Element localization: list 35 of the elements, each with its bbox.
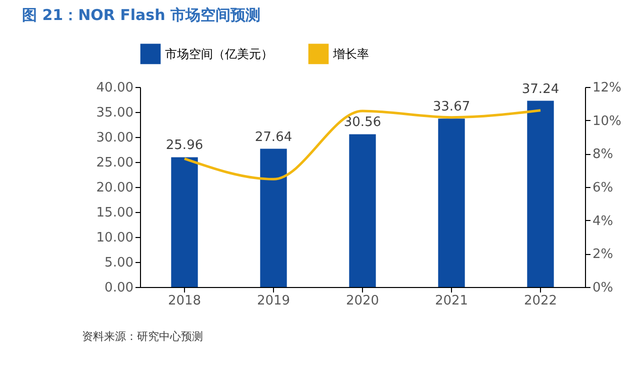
y2-tick-label: 0% <box>592 280 614 296</box>
y2-tick-label: 8% <box>592 147 614 162</box>
y-tick-label: 20.00 <box>96 180 134 196</box>
data-label: 27.64 <box>254 130 292 145</box>
y2-tick-label: 10% <box>592 114 622 129</box>
y-tick-label: 10.00 <box>96 230 134 246</box>
y-tick-label: 25.00 <box>96 156 134 170</box>
y2-tick-label: 4% <box>592 214 614 229</box>
y-tick-label: 35.00 <box>96 106 134 120</box>
text: 资料来源：研究中心预测 <box>82 330 203 343</box>
bar <box>260 148 287 287</box>
y2-tick-label: 2% <box>592 247 614 262</box>
data-label: 30.56 <box>344 115 382 130</box>
y-tick-label: 30.00 <box>96 130 134 146</box>
legend-label: 市场空间（亿美元） <box>165 46 273 61</box>
bar <box>438 118 465 287</box>
x-tick-label: 2021 <box>434 294 468 308</box>
y-tick-label: 0.00 <box>104 280 134 296</box>
bar <box>171 157 198 287</box>
y-tick-label: 5.00 <box>104 256 134 270</box>
bar <box>527 100 554 287</box>
y2-tick-label: 12% <box>592 80 622 96</box>
x-tick-label: 2018 <box>168 294 202 308</box>
chart-title: 图 21：NOR Flash 市场空间预测 <box>22 6 261 24</box>
data-label: 37.24 <box>522 82 560 97</box>
y-tick-label: 40.00 <box>96 80 134 96</box>
data-label: 33.67 <box>432 100 470 115</box>
bar <box>349 134 376 287</box>
x-tick-label: 2019 <box>256 294 290 308</box>
legend-label: 增长率 <box>332 46 369 61</box>
x-tick-label: 2020 <box>346 294 380 308</box>
y-tick-label: 15.00 <box>96 206 134 220</box>
x-tick-label: 2022 <box>524 294 558 308</box>
data-label: 25.96 <box>166 138 204 154</box>
y2-tick-label: 6% <box>592 180 614 196</box>
